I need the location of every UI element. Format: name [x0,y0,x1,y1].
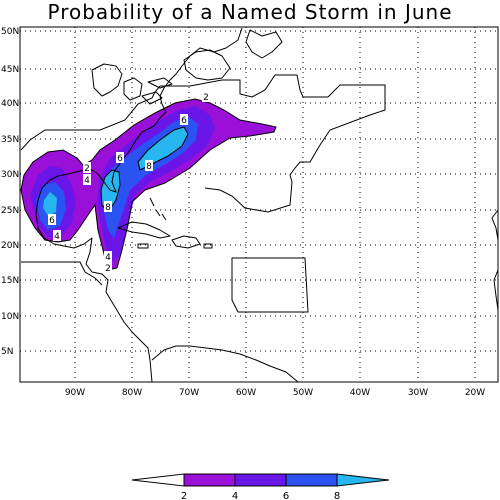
lat-label: 35N [1,135,19,145]
basin-boundary-southwest [21,261,103,286]
svg-text:2: 2 [84,164,90,174]
svg-text:2: 2 [203,93,209,103]
coastlines [35,27,499,383]
svg-text:4: 4 [54,232,60,242]
longitude-labels: 90W 80W 70W 60W 50W 40W 30W 20W [65,388,485,398]
lon-label: 90W [65,388,85,398]
contour-label: 8 [104,201,112,213]
lat-label: 50N [1,27,19,37]
lat-label: 5N [1,347,13,357]
lon-label: 40W [350,388,370,398]
svg-text:2: 2 [105,264,111,274]
contour-label: 2 [104,262,112,274]
lat-label: 20N [1,241,19,251]
lat-lon-grid [20,27,498,382]
coastline-canada [183,29,283,81]
map-frame [19,26,499,383]
colorbar-tick-label: 2 [181,491,187,500]
contour-label: 6 [48,214,56,226]
coastline-bahamas [149,197,167,221]
svg-text:4: 4 [105,253,111,263]
svg-text:6: 6 [49,216,55,226]
contour-label: 2 [83,162,91,174]
great-lakes [91,63,173,105]
svg-text:8: 8 [146,162,152,172]
colorbar-tick-label: 8 [334,491,340,500]
latitude-labels: 50N 45N 40N 35N 30N 25N 20N 15N 10N 5N [1,27,19,357]
contour-label: 4 [104,251,112,263]
lat-label: 40N [1,99,19,109]
colorbar-legend: 2 4 6 8 [131,473,390,500]
lon-label: 70W [179,388,199,398]
svg-text:4: 4 [84,176,90,186]
colorbar-segment-below-2 [131,473,185,487]
basin-boundary-north [20,74,386,213]
colorbar-segment [183,473,236,487]
contour-label: 2 [202,91,210,103]
lon-label: 60W [236,388,256,398]
colorbar-segment-above-8 [336,473,390,487]
contour-line-2 [20,98,277,271]
lon-label: 20W [465,388,485,398]
svg-text:6: 6 [117,154,123,164]
lat-label: 25N [1,206,19,216]
lat-label: 30N [1,170,19,180]
coastline-north-america [35,27,243,383]
svg-text:8: 8 [105,203,111,213]
contour-label: 4 [53,230,61,242]
basin-boundaries [20,74,386,313]
coastline-europe-africa [491,209,499,311]
lon-label: 30W [408,388,428,398]
basin-boundary-islands [231,257,309,313]
contour-label: 8 [145,160,153,172]
lat-label: 45N [1,65,19,75]
colorbar-tick-label: 6 [283,491,289,500]
colorbar-tick-label: 4 [232,491,238,500]
lat-label: 10N [1,312,19,322]
coastline-caribbean-islands [117,221,213,249]
contour-label: 6 [180,114,188,126]
lon-label: 50W [293,388,313,398]
contour-label: 4 [83,174,91,186]
coastline-south-america [151,345,299,383]
contour-label: 6 [116,152,124,164]
colorbar-segment [285,473,338,487]
lat-label: 15N [1,276,19,286]
svg-text:6: 6 [181,116,187,126]
lon-label: 80W [122,388,142,398]
colorbar-segment [234,473,287,487]
region-level-2-4 [21,99,276,270]
map-title: Probability of a Named Storm in June [47,0,453,24]
